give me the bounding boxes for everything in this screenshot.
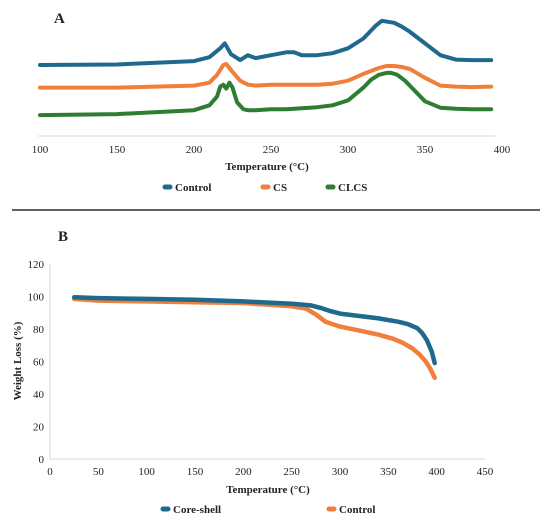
- panel-b-y-tick-label: 120: [28, 259, 45, 271]
- panel-b-series-lines: [71, 295, 437, 381]
- panel-b-y-tick-label: 60: [33, 357, 45, 369]
- panel-b-x-tick-label: 250: [283, 466, 300, 478]
- panel-a-series-lines: [38, 18, 494, 118]
- panel-b-y-tick-label: 20: [33, 422, 45, 434]
- panel-b-x-tick-label: 300: [332, 466, 349, 478]
- panel-b-x-tick-label: 50: [93, 466, 105, 478]
- panel-b-x-axis-title: Temperature (°C): [226, 484, 310, 496]
- panel-b-y-tick-label: 40: [33, 389, 45, 401]
- legend-label-cs: CS: [273, 182, 287, 194]
- series-line-cs: [38, 62, 494, 90]
- panel-b-x-tick-label: 0: [47, 466, 53, 478]
- series-line-clcs: [38, 70, 494, 118]
- panel-b-y-tick-label: 0: [39, 454, 45, 466]
- series-line-control: [71, 296, 437, 381]
- panel-b-y-ticks: 0 20 40 60 80 100 120: [28, 259, 45, 466]
- panel-a-x-tick-label: 200: [186, 144, 203, 156]
- legend-label-clcs: CLCS: [338, 182, 367, 194]
- series-line-control: [38, 18, 494, 67]
- panel-a-x-axis-title: Temperature (°C): [225, 161, 309, 173]
- panel-b-x-tick-label: 200: [235, 466, 252, 478]
- legend-label-control: Control: [175, 182, 211, 194]
- panel-a-x-tick-label: 150: [109, 144, 126, 156]
- legend-label-core-shell: Core-shell: [173, 504, 221, 516]
- panel-b-x-tick-label: 450: [477, 466, 494, 478]
- panel-a-x-ticks: 100 150 200 250 300 350 400: [32, 144, 511, 156]
- panel-a-x-tick-label: 100: [32, 144, 49, 156]
- panel-a-chart: A 100 150 200 250 300 350 400 Temperature (°C)…: [32, 11, 511, 194]
- panel-b-y-tick-label: 100: [28, 292, 45, 304]
- panel-b-label: B: [58, 229, 68, 245]
- series-line-core-shell: [71, 295, 437, 366]
- panel-b-legend: Core-shell Control: [160, 504, 375, 516]
- legend-label-control: Control: [339, 504, 375, 516]
- panel-b-x-ticks: 0 50 100 150 200 250 300 350 400 450: [47, 466, 494, 478]
- panel-b-chart: B 0 50 100 150 200 250 300 350 400 450 0 20 40 60 80 1…: [12, 229, 494, 516]
- panel-b-x-tick-label: 100: [138, 466, 155, 478]
- panel-a-x-tick-label: 350: [417, 144, 434, 156]
- panel-a-legend: Control CS CLCS: [162, 182, 367, 194]
- panel-a-label: A: [54, 11, 65, 27]
- panel-b-y-tick-label: 80: [33, 324, 45, 336]
- panel-b-x-tick-label: 350: [380, 466, 397, 478]
- panel-a-x-tick-label: 400: [494, 144, 511, 156]
- panel-b-x-tick-label: 150: [187, 466, 204, 478]
- panel-b-x-tick-label: 400: [428, 466, 445, 478]
- panel-a-x-tick-label: 250: [263, 144, 280, 156]
- panel-b-y-axis-title: Weight Loss (%): [12, 321, 24, 400]
- panel-a-x-tick-label: 300: [340, 144, 357, 156]
